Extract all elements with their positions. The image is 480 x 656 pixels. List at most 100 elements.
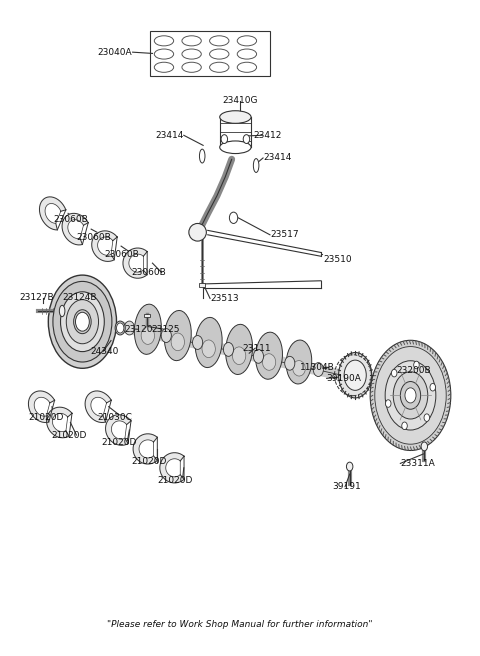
Ellipse shape xyxy=(210,49,229,59)
Circle shape xyxy=(117,323,124,333)
Text: 21020D: 21020D xyxy=(28,413,63,422)
Ellipse shape xyxy=(338,352,372,398)
Polygon shape xyxy=(62,213,88,245)
Circle shape xyxy=(243,134,250,144)
Text: "Please refer to Work Shop Manual for further information": "Please refer to Work Shop Manual for fu… xyxy=(107,620,373,629)
Ellipse shape xyxy=(66,300,98,344)
Text: 23060B: 23060B xyxy=(53,215,88,224)
Text: 21020D: 21020D xyxy=(51,430,86,440)
Ellipse shape xyxy=(229,212,238,224)
Ellipse shape xyxy=(344,360,366,390)
Circle shape xyxy=(385,400,391,407)
Text: 23060B: 23060B xyxy=(76,233,111,242)
Ellipse shape xyxy=(161,329,171,342)
Polygon shape xyxy=(160,453,184,483)
Text: 23517: 23517 xyxy=(270,230,299,239)
Text: 23311A: 23311A xyxy=(400,459,435,468)
Circle shape xyxy=(430,384,435,391)
Text: 23410G: 23410G xyxy=(222,96,258,104)
Polygon shape xyxy=(39,197,66,230)
Text: 21020D: 21020D xyxy=(132,457,167,466)
Text: 23414: 23414 xyxy=(156,131,184,140)
Text: 23111: 23111 xyxy=(242,344,271,353)
Ellipse shape xyxy=(182,49,201,59)
Text: 23414: 23414 xyxy=(263,154,291,163)
Ellipse shape xyxy=(347,462,353,471)
Ellipse shape xyxy=(48,275,117,368)
Bar xyxy=(200,283,205,287)
Ellipse shape xyxy=(115,321,125,335)
Ellipse shape xyxy=(223,342,234,356)
Ellipse shape xyxy=(263,354,276,370)
Ellipse shape xyxy=(60,292,104,352)
Text: 23060B: 23060B xyxy=(132,268,167,277)
Ellipse shape xyxy=(293,361,305,376)
Polygon shape xyxy=(106,415,131,445)
Text: 23124B: 23124B xyxy=(62,293,97,302)
Text: 21020D: 21020D xyxy=(157,476,192,485)
Ellipse shape xyxy=(226,324,252,375)
Ellipse shape xyxy=(370,340,451,451)
Ellipse shape xyxy=(154,36,174,46)
Text: 23412: 23412 xyxy=(254,131,282,140)
Ellipse shape xyxy=(124,321,134,335)
Ellipse shape xyxy=(200,149,205,163)
Ellipse shape xyxy=(375,346,446,444)
Ellipse shape xyxy=(192,336,203,350)
Bar xyxy=(144,314,150,317)
Text: 21030C: 21030C xyxy=(97,413,132,422)
Ellipse shape xyxy=(220,111,251,123)
Text: 24340: 24340 xyxy=(90,347,119,356)
Ellipse shape xyxy=(385,361,436,430)
Circle shape xyxy=(414,361,419,369)
Polygon shape xyxy=(133,434,157,464)
Text: 21020D: 21020D xyxy=(102,438,137,447)
Ellipse shape xyxy=(313,363,324,377)
Polygon shape xyxy=(92,231,117,262)
Text: 11304B: 11304B xyxy=(300,363,335,371)
Ellipse shape xyxy=(154,49,174,59)
Text: 23510: 23510 xyxy=(323,255,351,264)
Ellipse shape xyxy=(286,340,312,384)
Ellipse shape xyxy=(171,333,184,351)
Bar xyxy=(150,31,270,76)
Ellipse shape xyxy=(164,310,191,361)
Ellipse shape xyxy=(255,332,283,379)
Ellipse shape xyxy=(232,347,246,365)
Ellipse shape xyxy=(134,304,161,354)
Ellipse shape xyxy=(220,141,251,154)
Text: 39191: 39191 xyxy=(332,482,361,491)
Ellipse shape xyxy=(237,62,257,72)
Text: 23040A: 23040A xyxy=(97,48,132,56)
Polygon shape xyxy=(85,391,111,422)
Circle shape xyxy=(402,422,408,430)
Ellipse shape xyxy=(421,442,428,451)
Circle shape xyxy=(75,312,89,331)
Circle shape xyxy=(400,382,420,409)
Circle shape xyxy=(391,369,397,377)
Text: 23060B: 23060B xyxy=(104,251,139,259)
Ellipse shape xyxy=(195,318,222,367)
Ellipse shape xyxy=(202,340,216,358)
Ellipse shape xyxy=(237,36,257,46)
Ellipse shape xyxy=(210,62,229,72)
Circle shape xyxy=(424,414,430,421)
Polygon shape xyxy=(123,248,147,278)
Ellipse shape xyxy=(73,310,91,334)
Circle shape xyxy=(221,134,228,144)
Ellipse shape xyxy=(141,327,155,344)
Ellipse shape xyxy=(253,159,259,173)
Polygon shape xyxy=(28,391,55,422)
Ellipse shape xyxy=(189,224,206,241)
Text: 23513: 23513 xyxy=(210,294,239,303)
Text: 23127B: 23127B xyxy=(20,293,54,302)
Ellipse shape xyxy=(210,36,229,46)
Text: 23200B: 23200B xyxy=(396,366,432,375)
Ellipse shape xyxy=(285,356,295,370)
Ellipse shape xyxy=(154,62,174,72)
Ellipse shape xyxy=(60,305,65,317)
Ellipse shape xyxy=(182,62,201,72)
Circle shape xyxy=(405,388,416,403)
Ellipse shape xyxy=(393,372,428,419)
Text: 39190A: 39190A xyxy=(326,374,361,383)
